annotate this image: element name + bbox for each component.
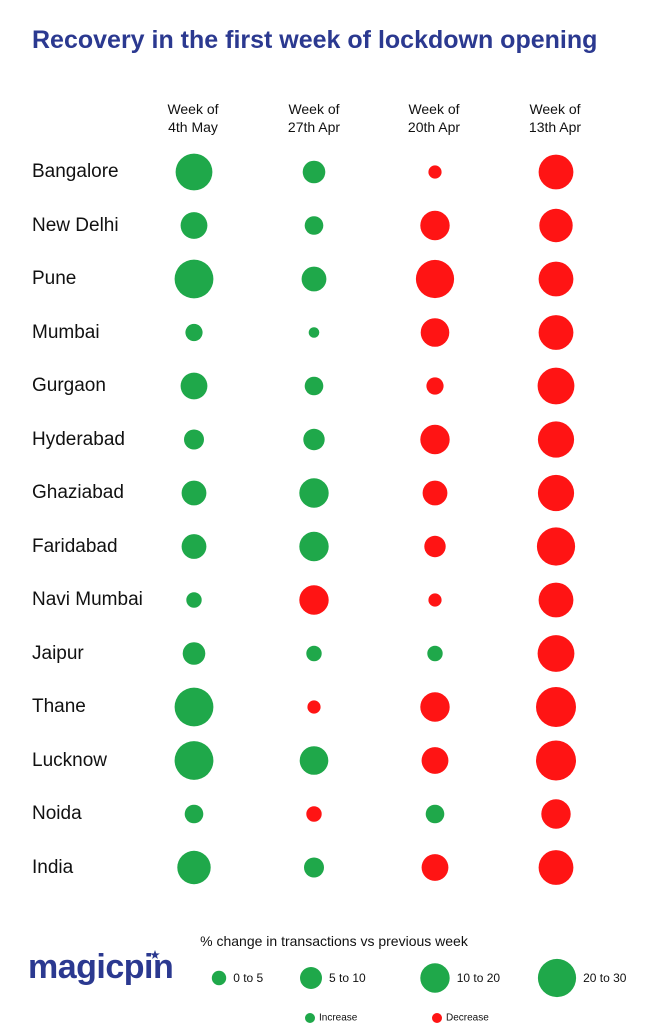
bubble-thane-col3 [420,692,450,722]
bubble-hyderabad-col1 [184,429,204,450]
bubble-noida-col2 [306,806,322,822]
column-header-3-line2: 20th Apr [407,119,461,135]
bubble-india-col4 [538,850,574,885]
bubble-ghaziabad-col1 [181,480,207,506]
bubble-jaipur-col1 [182,642,206,665]
column-header-1-line1: Week of [167,101,219,117]
legend-size-label: 10 to 20 [456,971,501,985]
bubble-mumbai-col4 [538,315,574,350]
legend-size-bubble [211,970,227,986]
bubble-ghaziabad-col2 [299,478,329,508]
column-header-2-line1: Week of [288,101,340,117]
magicpin-logo: magicpin [28,948,174,986]
bubble-noida-col4 [541,799,571,829]
bubble-faridabad-col1 [181,534,207,559]
column-header-2-line2: 27th Apr [287,119,341,135]
row-label: Noida [32,803,82,824]
bubble-ghaziabad-col4 [537,474,575,512]
bubble-faridabad-col3 [424,535,446,558]
column-header-1-line2: 4th May [168,119,218,135]
bubble-pune-col3 [415,259,455,299]
column-header-1: Week of 4th May [148,100,238,136]
bubble-mumbai-col2 [308,327,320,338]
row-label: Mumbai [32,321,100,343]
bubble-gurgaon-col1 [180,372,208,400]
bubble-mumbai-col3 [420,318,450,347]
bubble-noida-col1 [184,804,204,824]
bubble-gurgaon-col2 [304,376,324,396]
legend-decrease-swatch [432,1013,442,1023]
bubble-hyderabad-col4 [537,421,575,458]
bubble-noida-col3 [425,804,445,824]
bubble-new-delhi-col3 [420,210,450,241]
legend-decrease-label: Decrease [446,1012,489,1024]
bubble-bangalore-col1 [175,153,213,191]
bubble-new-delhi-col4 [539,208,573,243]
bubble-jaipur-col3 [427,645,443,662]
column-header-3: Week of 20th Apr [389,100,479,136]
bubble-bangalore-col3 [428,165,442,179]
legend-size-label: 5 to 10 [329,971,366,985]
bubble-new-delhi-col1 [180,212,208,239]
row-label: Lucknow [32,749,107,771]
row-label: Hyderabad [32,428,125,450]
bubble-lucknow-col4 [536,740,576,781]
bubble-jaipur-col4 [537,635,575,672]
bubble-jaipur-col2 [306,645,322,662]
legend-increase-swatch [305,1013,315,1023]
column-header-4-line1: Week of [529,101,581,117]
bubble-bangalore-col2 [302,160,326,184]
bubble-thane-col4 [536,687,576,727]
bubble-navi-mumbai-col4 [538,582,574,618]
bubble-india-col1 [177,850,211,885]
bubble-hyderabad-col2 [303,428,325,451]
bubble-hyderabad-col3 [420,424,450,455]
bubble-gurgaon-col3 [426,377,444,395]
bubble-bangalore-col4 [538,154,574,190]
chart-title: Recovery in the first week of lockdown o… [32,26,598,54]
row-label: Navi Mumbai [32,589,143,610]
bubble-navi-mumbai-col3 [428,593,442,607]
bubble-lucknow-col2 [299,746,329,775]
bubble-thane-col2 [307,700,321,714]
logo-star-icon [150,950,160,959]
bubble-mumbai-col1 [185,323,203,342]
row-label: India [32,856,74,878]
legend-size-label: 20 to 30 [583,971,627,985]
legend-size-bubble [300,967,322,989]
bubble-pune-col1 [174,259,214,299]
row-label: New Delhi [32,214,119,236]
bubble-ghaziabad-col3 [422,480,448,506]
bubble-gurgaon-col4 [537,367,575,405]
legend-size-bubble [537,958,577,998]
bubble-pune-col2 [301,266,327,292]
legend-size-bubble [420,963,450,993]
bubble-lucknow-col3 [421,747,449,774]
legend-increase-label: Increase [319,1012,358,1024]
row-label: Faridabad [32,535,118,557]
bubble-navi-mumbai-col2 [299,585,329,615]
bubble-thane-col1 [174,687,214,727]
bubble-lucknow-col1 [174,741,214,780]
row-label: Jaipur [32,642,84,664]
bubble-pune-col4 [538,261,574,297]
bubble-faridabad-col4 [536,527,576,566]
row-label: Gurgaon [32,375,106,396]
row-label: Pune [32,268,77,289]
column-header-3-line1: Week of [408,101,460,117]
legend-size-label: 0 to 5 [233,971,264,985]
bubble-india-col3 [421,854,449,881]
bubble-navi-mumbai-col1 [186,592,202,608]
bubble-new-delhi-col2 [304,216,324,235]
row-label: Ghaziabad [32,482,124,503]
row-label: Bangalore [32,161,119,182]
bubble-faridabad-col2 [299,531,329,562]
bubble-india-col2 [304,857,324,878]
legend-title: % change in transactions vs previous wee… [200,933,468,949]
row-label: Thane [32,696,86,717]
column-header-4: Week of 13th Apr [510,100,600,136]
column-header-2: Week of 27th Apr [269,100,359,136]
column-header-4-line2: 13th Apr [528,119,582,135]
